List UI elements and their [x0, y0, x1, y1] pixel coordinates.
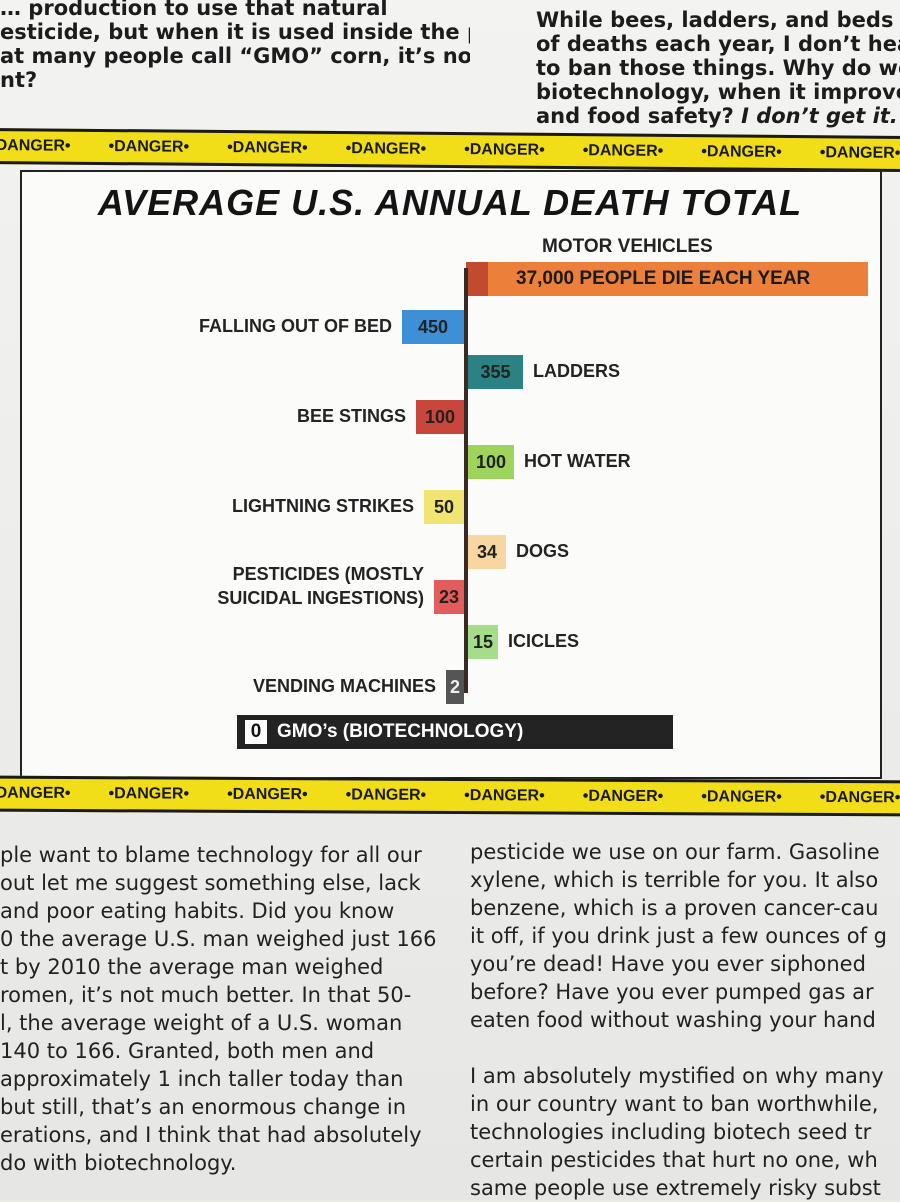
motor-vehicles-bar: 37,000 PEOPLE DIE EACH YEAR	[466, 262, 868, 296]
text-line: to ban those things. Why do we want to b	[536, 56, 900, 80]
bar-label-multiline: PESTICIDES (MOSTLY SUICIDAL INGESTIONS)	[217, 562, 424, 610]
danger-tape-label: •DANGER•	[227, 139, 308, 157]
bar-7: 15	[468, 625, 498, 659]
motor-vehicles-label: MOTOR VEHICLES	[542, 236, 713, 257]
text-line: 0 the average U.S. man weighed just 166	[0, 927, 437, 951]
text-line: … production to use that natural	[0, 0, 388, 20]
text-line: I am absolutely mystified on why many	[470, 1064, 884, 1088]
danger-tape-bottom: •DANGER• •DANGER• •DANGER• •DANGER• •DANGER•…	[0, 775, 900, 817]
chart-title: AVERAGE U.S. ANNUAL DEATH TOTAL	[97, 182, 803, 223]
text-line: at many people call “GMO” corn, it’s not…	[0, 44, 470, 68]
danger-tape-label: •DANGER•	[464, 141, 545, 159]
bar-3: 100	[468, 445, 514, 479]
bar-label: FALLING OUT OF BED	[199, 316, 392, 336]
bar-1: 355	[468, 355, 523, 389]
danger-tape-label: •DANGER•	[582, 787, 664, 806]
bottom-right-column: pesticide we use on our farm. Gasoline xy…	[470, 838, 900, 1202]
text-line: benzene, which is a proven cancer-cau	[470, 896, 879, 920]
text-line: certain pesticides that hurt no one, wh	[470, 1148, 878, 1172]
text-line: ple want to blame technology for all our	[0, 843, 422, 867]
danger-tape-label: •DANGER•	[701, 143, 782, 161]
text-line: you’re dead! Have you ever siphoned	[470, 952, 866, 976]
bar-8: 2	[446, 670, 464, 704]
danger-tape-label: •DANGER•	[0, 784, 71, 803]
bar-label: VENDING MACHINES	[252, 676, 436, 696]
danger-tape-label: •DANGER•	[819, 144, 900, 162]
bar-label-line: SUICIDAL INGESTIONS)	[217, 588, 424, 608]
text-line: t by 2010 the average man weighed	[0, 955, 384, 979]
bar-label: HOT WATER	[524, 451, 631, 471]
text-line: While bees, ladders, and beds result in …	[536, 8, 900, 32]
text-line: biotechnology, when it improves crop pro…	[536, 80, 900, 104]
danger-tape-label: •DANGER•	[464, 787, 545, 805]
text-line: 140 to 166. Granted, both men and	[0, 1039, 375, 1063]
gmo-value: 0	[245, 720, 267, 744]
bar-label: ICICLES	[508, 631, 580, 651]
bar-label: DOGS	[516, 541, 570, 561]
text-line: nt?	[0, 68, 38, 92]
text-line: in our country want to ban worthwhile,	[470, 1092, 879, 1116]
bar-label: BEE STINGS	[296, 406, 406, 426]
danger-tape-label: •DANGER•	[701, 788, 782, 806]
bottom-left-column: ple want to blame technology for all our…	[0, 841, 440, 1177]
top-right-column: While bees, ladders, and beds result in …	[536, 8, 900, 128]
text-line: and food safety? I don’t get it.	[536, 104, 900, 128]
text-line: xylene, which is terrible for you. It al…	[470, 868, 879, 892]
text-line: eaten food without washing your hand	[470, 1008, 876, 1032]
gmo-bar: 0 GMO’s (BIOTECHNOLOGY)	[237, 715, 673, 749]
text-emphasis: I don’t get it.	[741, 104, 898, 128]
text-plain: and food safety?	[536, 104, 734, 128]
danger-tape-label: •DANGER•	[108, 785, 190, 803]
text-line: erations, and I think that had absolutel…	[0, 1123, 422, 1147]
danger-tape-top: •DANGER• •DANGER• •DANGER• •DANGER• •DANGER•…	[0, 127, 900, 173]
top-left-column: … production to use that natural esticid…	[0, 0, 470, 92]
bar-2: 100	[416, 400, 464, 434]
bar-6: 23	[434, 580, 464, 614]
danger-tape-label: •DANGER•	[345, 786, 427, 804]
motor-vehicles-bar-accent	[466, 262, 488, 296]
text-line: but still, that’s an enormous change in	[0, 1095, 407, 1119]
text-line: before? Have you ever pumped gas ar	[470, 980, 874, 1004]
bar-label: LADDERS	[533, 361, 621, 381]
text-line: of deaths each year, I don’t hear people…	[536, 32, 900, 56]
danger-tape-label: •DANGER•	[819, 788, 900, 807]
text-line: and poor eating habits. Did you know	[0, 899, 395, 923]
death-total-chart: AVERAGE U.S. ANNUAL DEATH TOTAL MOTOR VE…	[20, 170, 882, 779]
text-line: same people use extremely risky subst	[470, 1176, 881, 1200]
danger-tape-label: •DANGER•	[345, 140, 427, 158]
bar-4: 50	[424, 490, 464, 524]
bar-label: LIGHTNING STRIKES	[231, 496, 414, 516]
bar-0: 450	[402, 310, 464, 344]
text-line	[470, 1034, 900, 1062]
text-line: out let me suggest something else, lack	[0, 871, 421, 895]
danger-tape-label: •DANGER•	[0, 136, 71, 155]
text-line: pesticide we use on our farm. Gasoline	[470, 840, 880, 864]
text-line: esticide, but when it is used inside the…	[0, 20, 470, 44]
danger-tape-label: •DANGER•	[227, 785, 308, 804]
chart-axis	[464, 268, 468, 693]
text-line: approximately 1 inch taller today than	[0, 1067, 404, 1091]
bar-label-line: PESTICIDES (MOSTLY	[232, 564, 424, 584]
text-line: do with biotechnology.	[0, 1151, 237, 1175]
text-line: l, the average weight of a U.S. woman	[0, 1011, 403, 1035]
text-line: romen, it’s not much better. In that 50-	[0, 983, 412, 1007]
bar-5: 34	[468, 535, 506, 569]
gmo-label: GMO’s (BIOTECHNOLOGY)	[277, 721, 524, 742]
motor-vehicles-value: 37,000 PEOPLE DIE EACH YEAR	[516, 268, 811, 289]
danger-tape-label: •DANGER•	[582, 142, 664, 160]
text-line: technologies including biotech seed tr	[470, 1120, 872, 1144]
text-line: it off, if you drink just a few ounces o…	[470, 924, 888, 948]
danger-tape-label: •DANGER•	[108, 138, 190, 156]
